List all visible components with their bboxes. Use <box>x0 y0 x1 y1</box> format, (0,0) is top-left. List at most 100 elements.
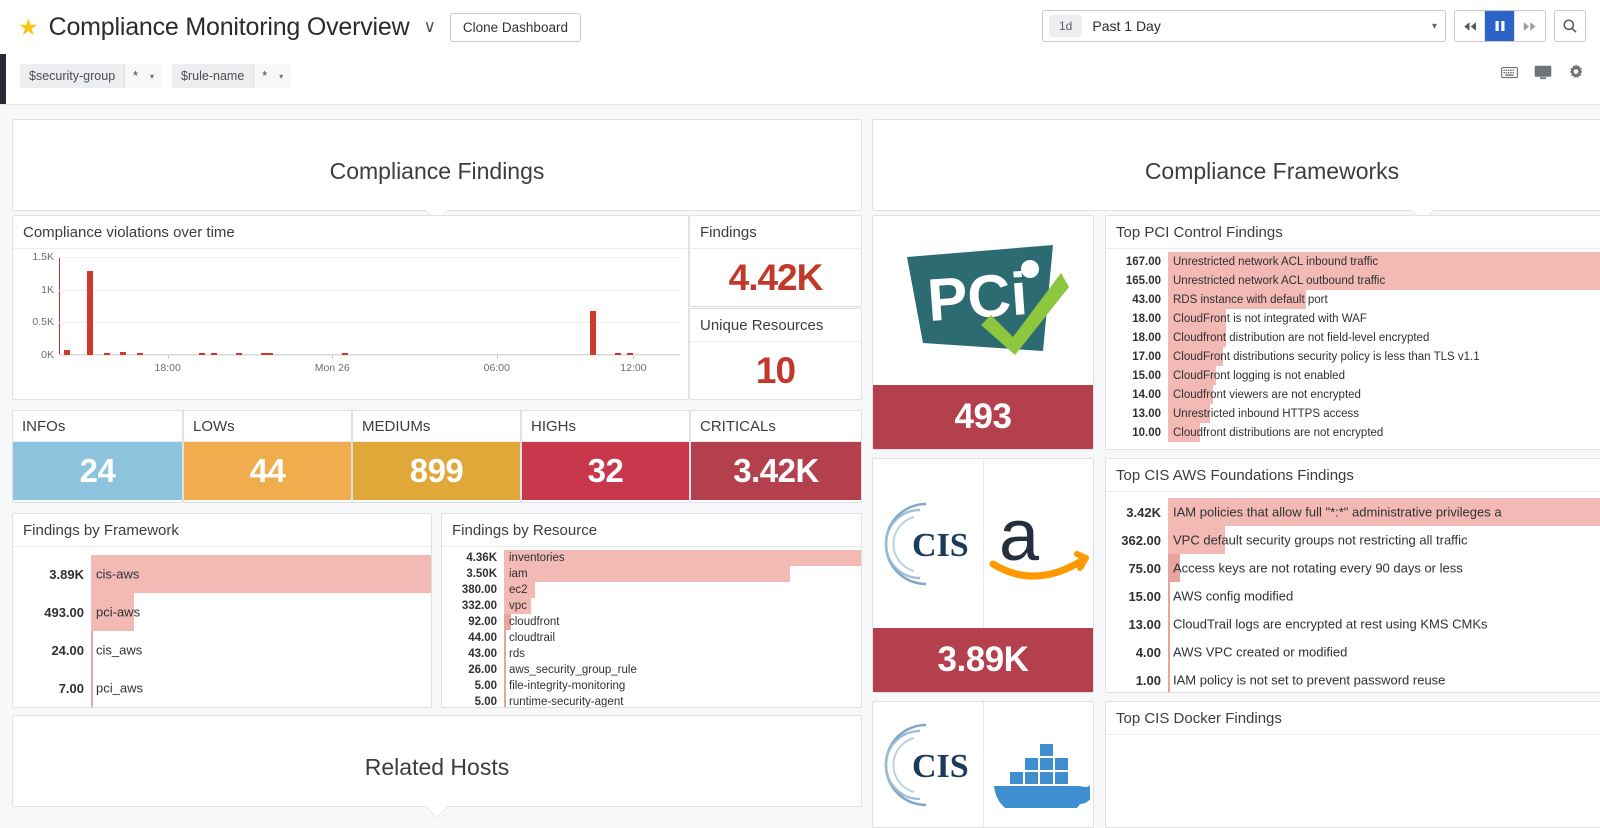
list-item[interactable]: 167.00 Unrestricted network ACL inbound t… <box>1106 252 1600 271</box>
y-axis-tick: 1K <box>41 283 54 296</box>
gear-icon[interactable] <box>1568 64 1584 80</box>
list-item[interactable]: 332.00 vpc <box>442 598 861 614</box>
list-item[interactable]: 24.00 cis_aws <box>13 631 431 669</box>
list-item[interactable]: 4.00 AWS VPC created or modified <box>1106 638 1600 666</box>
list-item[interactable]: 15.00 AWS config modified <box>1106 582 1600 610</box>
list-item[interactable]: 3.50K iam <box>442 566 861 582</box>
severity-label: CRITICALs <box>691 411 861 442</box>
list-item[interactable]: 3.42K IAM policies that allow full "*:*" … <box>1106 498 1600 526</box>
list-item[interactable]: 44.00 cloudtrail <box>442 630 861 646</box>
list-item[interactable]: 75.00 Access keys are not rotating every … <box>1106 554 1600 582</box>
list-item[interactable]: 92.00 cloudfront <box>442 614 861 630</box>
pause-button[interactable] <box>1485 11 1515 41</box>
bar[interactable] <box>589 311 596 355</box>
list-item-value: 44.00 <box>468 632 497 644</box>
widget-top-cis-aws-findings[interactable]: Top CIS AWS Foundations Findings 3.42K IA… <box>1105 458 1600 693</box>
severity-tile-highs[interactable]: HIGHs 32 <box>521 410 690 503</box>
list-item[interactable]: 17.00 CloudFront distributions security p… <box>1106 347 1600 366</box>
list-item-value: 13.00 <box>1132 407 1161 420</box>
widget-findings-by-resource[interactable]: Findings by Resource 4.36K inventories 3.5… <box>441 513 862 708</box>
framework-card-cis-aws[interactable]: CIS a 3.89K <box>872 458 1094 693</box>
list-item[interactable]: 18.00 CloudFront is not integrated with W… <box>1106 309 1600 328</box>
bar[interactable] <box>260 353 267 355</box>
list-item[interactable]: 13.00 Unrestricted inbound HTTPS access <box>1106 404 1600 423</box>
clone-dashboard-button[interactable]: Clone Dashboard <box>449 12 581 42</box>
findings-value: 4.42K <box>728 256 824 298</box>
framework-card-cis-docker[interactable]: CIS <box>872 701 1094 828</box>
chevron-down-icon[interactable]: ▾ <box>1431 20 1437 32</box>
filter-value[interactable]: * ▾ <box>124 64 163 88</box>
list-item-value: 13.00 <box>1128 616 1161 632</box>
gridline <box>59 257 680 258</box>
list-item-label: Cloudfront viewers are not encrypted <box>1173 388 1361 401</box>
filter-value-text: * <box>262 69 268 83</box>
star-icon[interactable]: ★ <box>18 13 39 40</box>
bar[interactable] <box>86 271 93 355</box>
widget-compliance-violations-over-time[interactable]: Compliance violations over time 0K 0.5K 1K… <box>12 215 689 400</box>
list-item[interactable]: 10.00 Cloudfront distributions are not en… <box>1106 423 1600 442</box>
list-item-label: IAM policy is not set to prevent passwor… <box>1173 672 1446 688</box>
step-back-button[interactable] <box>1455 11 1485 41</box>
severity-tile-mediums[interactable]: MEDIUMs 899 <box>352 410 521 503</box>
chevron-down-icon[interactable]: ∨ <box>423 17 436 36</box>
bar[interactable] <box>136 353 143 355</box>
list-item[interactable]: 362.00 VPC default security groups not re… <box>1106 526 1600 554</box>
cis-aws-toplist: 3.42K IAM policies that allow full "*:*" … <box>1106 492 1600 692</box>
widget-unique-resources[interactable]: Unique Resources 10 <box>689 308 862 400</box>
severity-tile-lows[interactable]: LOWs 44 <box>183 410 352 503</box>
group-compliance-findings: Compliance Findings <box>12 119 862 221</box>
step-forward-button[interactable] <box>1515 11 1545 41</box>
list-item-value: 17.00 <box>1132 350 1161 363</box>
y-axis-tick: 0K <box>41 349 54 361</box>
bar[interactable] <box>341 353 348 355</box>
list-item-bar-wrap: IAM policy is not set to prevent passwor… <box>1168 666 1600 692</box>
bar[interactable] <box>627 353 634 355</box>
filter-rule-name[interactable]: $rule-name * ▾ <box>172 64 292 88</box>
widget-top-cis-docker-findings[interactable]: Top CIS Docker Findings <box>1105 701 1600 828</box>
list-item[interactable]: 13.00 CloudTrail logs are encrypted at re… <box>1106 610 1600 638</box>
list-item[interactable]: 18.00 Cloudfront distribution are not fie… <box>1106 328 1600 347</box>
severity-value: 24 <box>13 442 182 500</box>
bar[interactable] <box>211 353 218 355</box>
widget-top-pci-control-findings[interactable]: Top PCI Control Findings 167.00 Unrestric… <box>1105 215 1600 450</box>
list-item[interactable]: 493.00 pci-aws <box>13 593 431 631</box>
timeseries-chart[interactable]: 0K 0.5K 1K 1.5K 18:00 Mon 26 06:00 12:00 <box>13 249 688 374</box>
list-item[interactable]: 1.00 IAM policy is not set to prevent pas… <box>1106 666 1600 692</box>
bar[interactable] <box>63 350 70 355</box>
list-item[interactable]: 15.00 CloudFront logging is not enabled <box>1106 366 1600 385</box>
widget-findings[interactable]: Findings 4.42K <box>689 215 862 307</box>
bar[interactable] <box>267 353 274 355</box>
list-item[interactable]: 4.36K inventories <box>442 550 861 566</box>
list-item-label: Unrestricted network ACL outbound traffi… <box>1173 274 1386 287</box>
filter-value[interactable]: * ▾ <box>253 64 292 88</box>
framework-toplist: 3.89K cis-aws 493.00 pci-aws 24.00 cis_aws 7.0… <box>13 547 431 707</box>
page-title: Compliance Monitoring Overview <box>48 12 410 41</box>
list-item[interactable]: 3.89K cis-aws <box>13 555 431 593</box>
widget-title: Top CIS AWS Foundations Findings <box>1106 459 1600 492</box>
list-item-bar-wrap: AWS VPC created or modified <box>1168 638 1600 666</box>
list-item[interactable]: 43.00 RDS instance with default port <box>1106 290 1600 309</box>
widget-title: Findings by Resource <box>442 514 861 547</box>
severity-tile-infos[interactable]: INFOs 24 <box>12 410 183 503</box>
severity-tile-criticals[interactable]: CRITICALs 3.42K <box>690 410 862 503</box>
bar[interactable] <box>235 353 242 355</box>
list-item[interactable]: 5.00 file-integrity-monitoring <box>442 678 861 694</box>
bar[interactable] <box>119 352 126 355</box>
bar[interactable] <box>614 353 621 355</box>
time-range-selector[interactable]: 1d Past 1 Day ▾ <box>1042 10 1446 42</box>
list-item[interactable]: 26.00 aws_security_group_rule <box>442 662 861 678</box>
bar[interactable] <box>198 353 205 355</box>
keyboard-icon[interactable] <box>1501 66 1518 79</box>
list-item[interactable]: 7.00 pci_aws <box>13 669 431 707</box>
filter-security-group[interactable]: $security-group * ▾ <box>20 64 163 88</box>
list-item[interactable]: 5.00 runtime-security-agent <box>442 694 861 707</box>
bar[interactable] <box>103 353 110 355</box>
list-item[interactable]: 14.00 Cloudfront viewers are not encrypte… <box>1106 385 1600 404</box>
widget-findings-by-framework[interactable]: Findings by Framework 3.89K cis-aws 493.00… <box>12 513 432 708</box>
list-item[interactable]: 165.00 Unrestricted network ACL outbound … <box>1106 271 1600 290</box>
framework-card-pci[interactable]: PCi 493 <box>872 215 1094 450</box>
list-item[interactable]: 380.00 ec2 <box>442 582 861 598</box>
search-icon[interactable] <box>1554 10 1586 42</box>
display-icon[interactable] <box>1534 65 1552 80</box>
list-item[interactable]: 43.00 rds <box>442 646 861 662</box>
